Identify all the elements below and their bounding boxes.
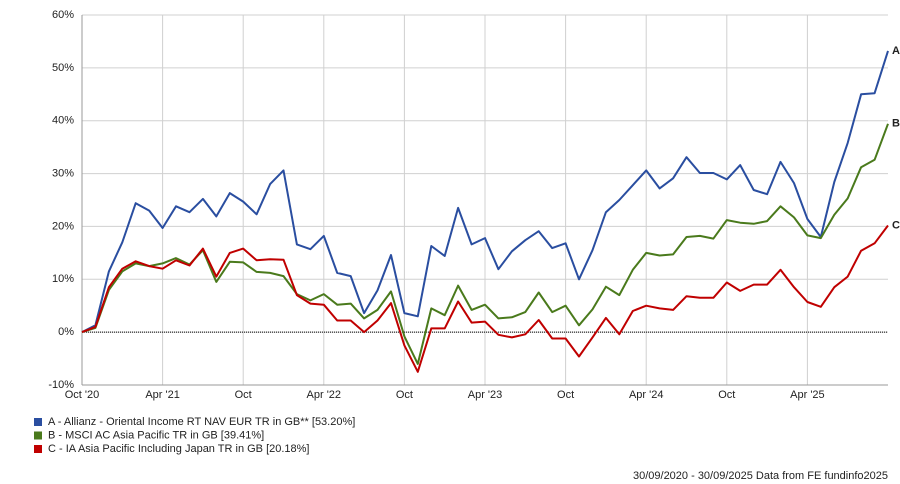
legend-swatch <box>34 445 42 453</box>
end-label: B <box>892 118 900 130</box>
y-tick-label: 50% <box>52 62 74 74</box>
x-tick-label: Apr '23 <box>468 389 503 401</box>
series-line <box>81 123 889 365</box>
footer: 30/09/2020 - 30/09/2025 Data from FE fun… <box>633 470 888 482</box>
x-tick-label: Apr '21 <box>145 389 180 401</box>
y-tick-label: 20% <box>52 220 74 232</box>
y-tick-label: -10% <box>48 379 74 391</box>
y-tick-label: 30% <box>52 167 74 179</box>
x-tick-label: Oct '20 <box>65 389 100 401</box>
y-tick-label: 40% <box>52 115 74 127</box>
x-tick-label: Apr '22 <box>307 389 342 401</box>
y-tick-label: 10% <box>52 273 74 285</box>
legend-swatch <box>34 418 42 426</box>
legend-label: B - MSCI AC Asia Pacific TR in GB [39.41… <box>48 429 264 441</box>
y-tick-label: 0% <box>58 326 74 338</box>
x-tick-label: Oct <box>235 389 252 401</box>
legend-label: C - IA Asia Pacific Including Japan TR i… <box>48 443 310 455</box>
series-line <box>81 50 889 333</box>
end-label: A <box>892 45 900 57</box>
x-tick-label: Apr '25 <box>790 389 825 401</box>
legend-swatch <box>34 431 42 440</box>
x-tick-label: Oct <box>396 389 413 401</box>
series-line <box>81 224 889 373</box>
y-tick-label: 60% <box>52 9 74 21</box>
end-label: C <box>892 219 900 231</box>
x-tick-label: Oct <box>718 389 735 401</box>
x-tick-label: Oct <box>557 389 574 401</box>
legend-label: A - Allianz - Oriental Income RT NAV EUR… <box>48 416 355 428</box>
x-tick-label: Apr '24 <box>629 389 664 401</box>
